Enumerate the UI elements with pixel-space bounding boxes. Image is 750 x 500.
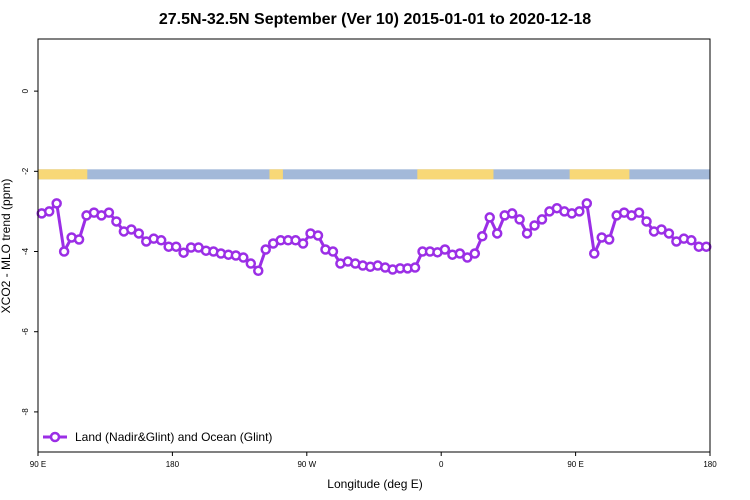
y-tick-label: -2	[21, 167, 30, 175]
data-point	[484, 212, 495, 223]
data-point	[51, 198, 62, 209]
chart-title: 27.5N-32.5N September (Ver 10) 2015-01-0…	[159, 11, 591, 28]
data-point	[454, 248, 466, 259]
data-point	[686, 235, 697, 246]
data-point	[477, 231, 488, 242]
data-point	[178, 247, 189, 258]
y-tick-label: -4	[21, 247, 30, 255]
legend: Land (Nadir&Glint) and Ocean (Glint)	[43, 430, 272, 444]
data-point	[133, 228, 145, 239]
data-point	[73, 234, 85, 245]
data-point	[462, 252, 473, 263]
data-point	[701, 241, 712, 252]
data-point	[260, 244, 271, 255]
data-point	[633, 207, 645, 218]
data-point	[581, 198, 593, 209]
data-point	[589, 248, 600, 259]
x-tick-label: 90 W	[297, 460, 316, 469]
data-point	[103, 207, 115, 218]
y-tick-label: 0	[21, 88, 30, 93]
data-point	[536, 214, 548, 225]
data-point	[603, 234, 615, 245]
surface-band	[38, 169, 710, 180]
data-point	[506, 208, 518, 219]
data-point	[641, 216, 652, 227]
data-point	[439, 244, 451, 255]
x-tick-label: 180	[166, 460, 180, 469]
x-tick-label: 0	[439, 460, 444, 469]
data-point	[491, 228, 503, 239]
x-tick-label: 90 E	[567, 460, 583, 469]
data-point	[238, 252, 249, 263]
data-point	[656, 224, 667, 235]
data-point	[58, 246, 70, 257]
land-segment-1	[72, 169, 76, 180]
y-tick-label: -6	[21, 328, 30, 336]
data-point	[663, 228, 675, 239]
data-point	[245, 258, 257, 269]
legend-label: Land (Nadir&Glint) and Ocean (Glint)	[75, 430, 272, 444]
y-axis-label: XCO2 - MLO trend (ppm)	[0, 179, 13, 314]
land-segment-2	[269, 169, 283, 180]
data-point	[409, 262, 421, 273]
data-point	[155, 235, 167, 246]
series-layer	[36, 198, 712, 277]
land-segment-3	[417, 169, 494, 180]
y-tick-label: -8	[21, 408, 30, 416]
x-axis-label: Longitude (deg E)	[327, 477, 422, 491]
data-point	[111, 216, 122, 227]
data-point	[170, 241, 182, 252]
data-point	[297, 238, 309, 249]
data-point	[529, 220, 540, 231]
y-axis: 0 -2 -4 -6 -8	[21, 88, 38, 415]
data-point	[521, 228, 533, 239]
data-point	[514, 214, 525, 225]
legend-marker-swatch	[49, 431, 61, 443]
data-point	[312, 230, 324, 241]
data-point	[43, 206, 55, 217]
plot-area	[36, 38, 712, 453]
x-tick-label: 180	[703, 460, 717, 469]
data-point	[126, 224, 137, 235]
data-point	[469, 248, 481, 259]
x-tick-label: 90 E	[30, 460, 46, 469]
data-point	[253, 265, 264, 277]
ocean-band	[38, 169, 710, 180]
plot-frame	[37, 38, 711, 453]
x-axis: 90 E 180 90 W 0 90 E 180	[30, 452, 717, 469]
data-point	[327, 246, 339, 257]
data-point	[574, 206, 585, 217]
land-segment-4	[569, 169, 630, 180]
land-segment-0	[38, 169, 88, 180]
